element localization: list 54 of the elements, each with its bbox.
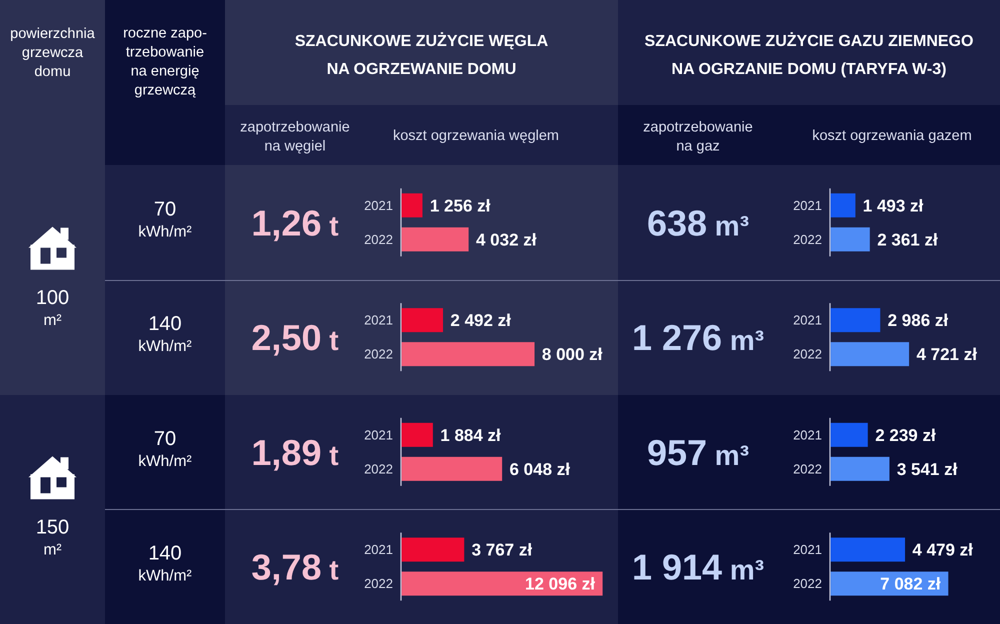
data-label: 4 721 zł: [916, 345, 978, 364]
data-label: 8 000 zł: [542, 345, 603, 364]
chart-title: koszt ogrzewania gazem: [812, 128, 972, 144]
data-label: 957 m³: [646, 432, 750, 473]
y-tick-label: 2022: [364, 461, 393, 476]
y-tick-label: 2022: [364, 576, 393, 592]
y-tick-label: 2022: [793, 576, 822, 592]
y-tick-label: 2021: [793, 198, 822, 213]
category-label: 70 kWh/m²: [138, 198, 192, 240]
category-label: 70 kWh/m²: [138, 428, 192, 470]
text: SZACUNKOWE ZUŻYCIE GAZU ZIEMNEGO NA OGRZANIE DOMU (TARYFA W-3): [644, 32, 974, 78]
data-label: 1,89 t: [251, 432, 339, 473]
text: zapotrzebowanie na węgiel: [240, 120, 350, 155]
data-label: 1 884 zł: [440, 426, 502, 445]
data-label: 2 361 zł: [877, 230, 938, 250]
category-label: 100 m²: [36, 286, 70, 329]
category-label: 140 kWh/m²: [138, 542, 192, 585]
data-label: 4 479 zł: [912, 540, 974, 560]
data-label: 1 276 m³: [632, 317, 764, 358]
y-tick-label: 2021: [364, 198, 393, 213]
text: roczne zapo- trzebowanie na energię grzewczą: [123, 26, 208, 99]
data-label: 4 032 zł: [476, 230, 537, 250]
text: SZACUNKOWE ZUŻYCIE WĘGLA NA OGRZEWANIE DOMU: [294, 32, 549, 78]
text: zapotrzebowanie na gaz: [643, 120, 753, 155]
data-label: 3,78 t: [251, 546, 339, 588]
data-label: 3 767 zł: [472, 540, 532, 560]
data-label: 2 492 zł: [450, 311, 512, 330]
y-tick-label: 2022: [793, 232, 822, 247]
category-label: 140 kWh/m²: [138, 313, 192, 356]
data-label: 7 082 zł: [880, 574, 941, 594]
data-label: 2 986 zł: [888, 311, 948, 330]
data-label: 1,26 t: [251, 202, 339, 244]
data-label: 1 914 m³: [632, 546, 764, 588]
y-tick-label: 2021: [793, 427, 822, 442]
y-tick-label: 2022: [793, 461, 822, 476]
chart-title: koszt ogrzewania węglem: [392, 128, 560, 144]
data-label: 638 m³: [646, 202, 750, 244]
data-label: 6 048 zł: [510, 460, 570, 479]
data-label: 3 541 zł: [896, 460, 958, 479]
y-tick-label: 2022: [364, 346, 393, 362]
y-tick-label: 2022: [364, 232, 393, 247]
category-label: 150 m²: [36, 516, 70, 558]
text: powierzchnia grzewcza domu: [10, 26, 96, 80]
y-tick-label: 2021: [364, 542, 393, 558]
y-tick-label: 2021: [793, 542, 822, 558]
data-label: 1 256 zł: [430, 196, 491, 216]
y-tick-label: 2021: [364, 312, 393, 328]
y-tick-label: 2021: [364, 427, 393, 442]
data-label: 2 239 zł: [875, 426, 936, 445]
data-label: 2,50 t: [251, 317, 339, 358]
y-tick-label: 2022: [793, 346, 822, 362]
data-label: 1 493 zł: [862, 196, 924, 216]
y-tick-label: 2021: [793, 312, 822, 328]
data-label: 12 096 zł: [525, 574, 596, 594]
